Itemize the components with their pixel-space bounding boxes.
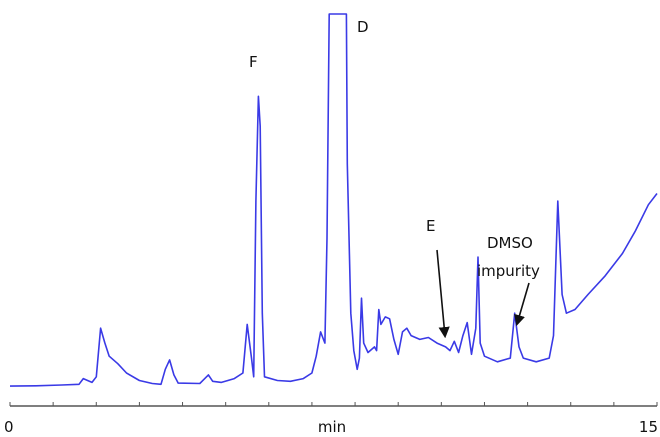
annotations: F D E DMSO impurity (249, 18, 540, 339)
peak-arrow-dmso (514, 282, 530, 327)
plot-area (9, 13, 658, 387)
peak-label-F: F (249, 53, 258, 71)
peak-label-dmso: DMSO (487, 234, 533, 252)
x-axis-label: min (318, 418, 346, 436)
chromatogram-trace (9, 13, 658, 387)
peak-arrow-E (436, 249, 450, 339)
x-tick-label: 0 (4, 418, 14, 436)
x-tick-label: 15 (639, 418, 658, 436)
peak-label-E: E (426, 217, 435, 235)
peak-label-impurity: impurity (477, 262, 540, 280)
x-axis: 0 15 (4, 402, 658, 436)
peak-label-D: D (357, 18, 369, 36)
